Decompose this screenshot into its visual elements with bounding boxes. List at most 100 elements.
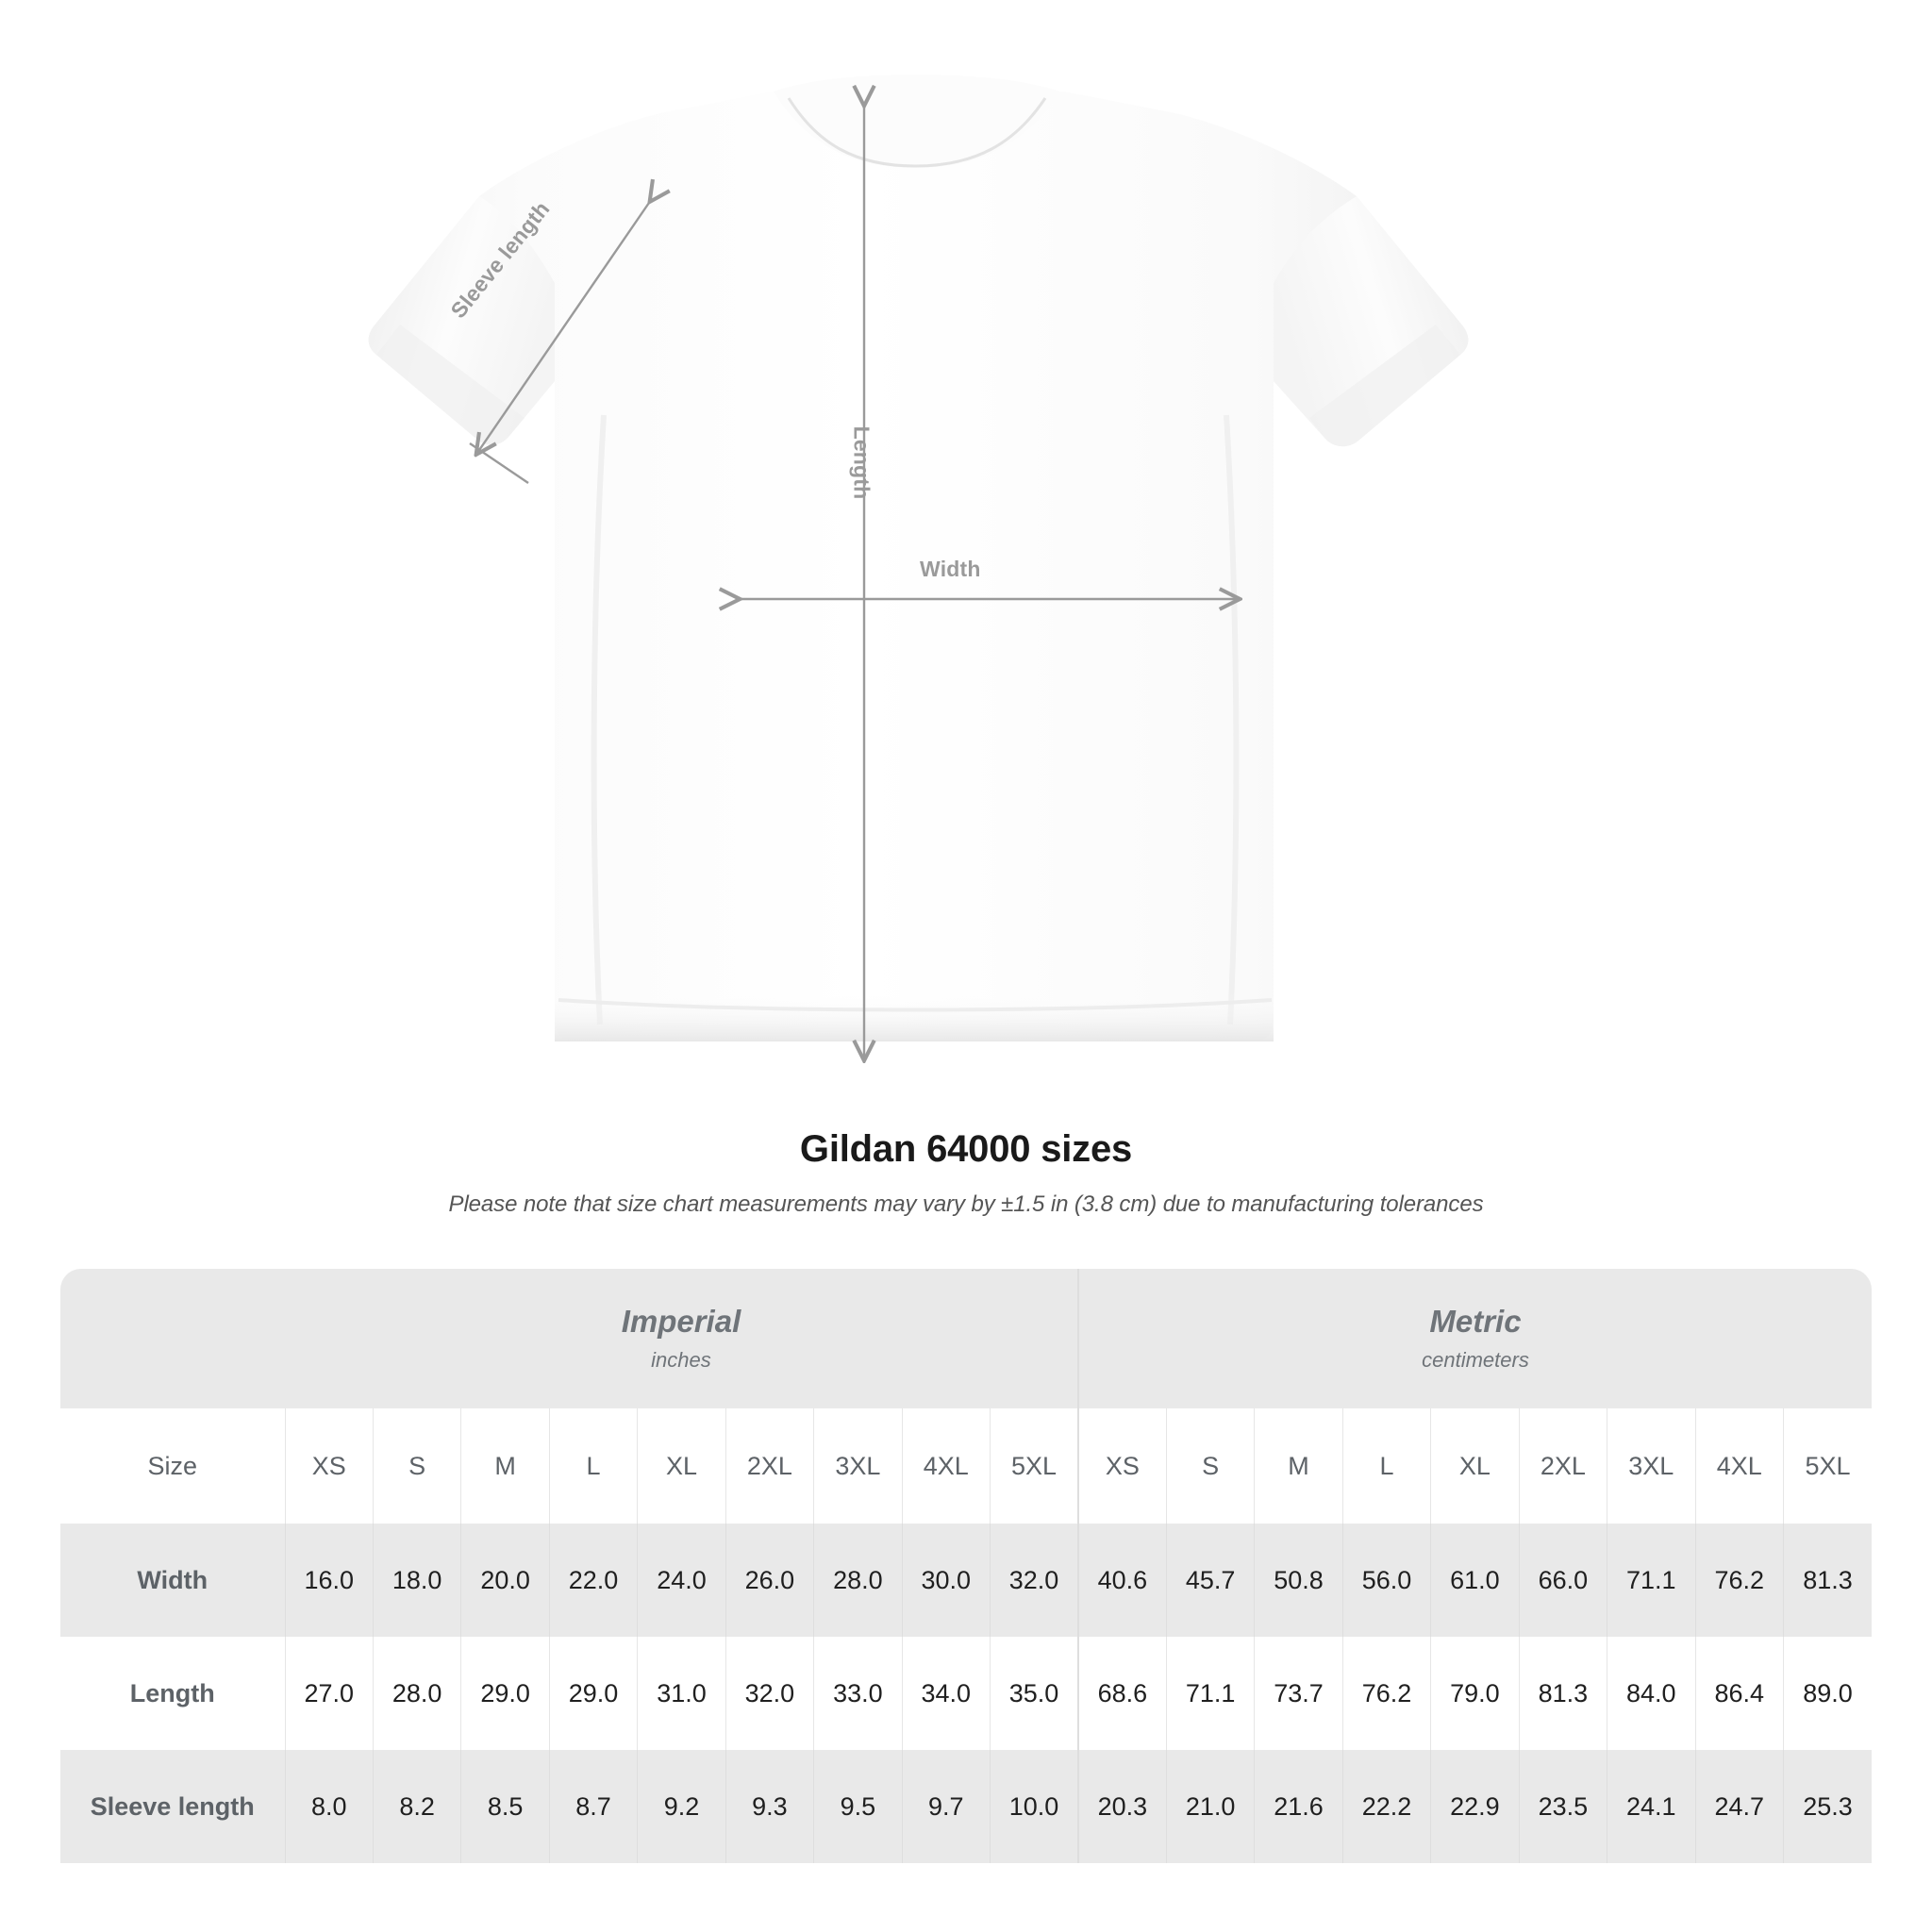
- length-label: Length: [849, 425, 874, 500]
- size-header-metric-xl: XL: [1430, 1408, 1520, 1524]
- table-row: Length 27.0 28.0 29.0 29.0 31.0 32.0 33.0 34.0 35…: [60, 1637, 1872, 1750]
- size-header-imperial-xs: XS: [284, 1408, 374, 1524]
- cell-width-metric-xs: 40.6: [1076, 1524, 1167, 1637]
- size-header-metric-4xl: 4XL: [1694, 1408, 1784, 1524]
- cell-width-metric-m: 50.8: [1254, 1524, 1343, 1637]
- cell-sleeve-length-imperial-m: 8.5: [460, 1750, 550, 1863]
- cell-length-imperial-m: 29.0: [460, 1637, 550, 1750]
- cell-length-imperial-l: 29.0: [548, 1637, 638, 1750]
- cell-width-metric-s: 45.7: [1165, 1524, 1255, 1637]
- size-header-imperial-m: M: [460, 1408, 550, 1524]
- collar-inner-line: [787, 97, 1047, 168]
- table-row: Sleeve length 8.0 8.2 8.5 8.7 9.2 9.3 9.5 9.7 10.…: [60, 1750, 1872, 1863]
- size-header-label: Size: [60, 1408, 285, 1524]
- right-sleeve-hem: [1309, 325, 1460, 447]
- cell-sleeve-length-imperial-2xl: 9.3: [724, 1750, 814, 1863]
- tolerance-note: Please note that size chart measurements…: [448, 1191, 1484, 1217]
- cell-length-imperial-3xl: 33.0: [813, 1637, 903, 1750]
- size-header-imperial-xl: XL: [637, 1408, 726, 1524]
- size-table: Imperial inches Metric centimeters Size XS S M L…: [60, 1269, 1872, 1863]
- size-header-imperial-4xl: 4XL: [901, 1408, 991, 1524]
- row-label-sleeve-length: Sleeve length: [60, 1750, 285, 1863]
- cell-sleeve-length-metric-3xl: 24.1: [1607, 1750, 1695, 1863]
- cell-width-imperial-2xl: 26.0: [724, 1524, 814, 1637]
- size-header-metric-3xl: 3XL: [1607, 1408, 1695, 1524]
- cell-length-imperial-xs: 27.0: [284, 1637, 374, 1750]
- page-title: Gildan 64000 sizes: [799, 1128, 1133, 1170]
- size-header-row: Size XS S M L XL 2XL 3XL 4XL 5XL XS S M L XL 2XL 3XL 4XL 5…: [60, 1408, 1872, 1524]
- cell-width-metric-5xl: 81.3: [1782, 1524, 1872, 1637]
- cell-length-metric-xl: 79.0: [1430, 1637, 1520, 1750]
- cell-length-metric-s: 71.1: [1165, 1637, 1255, 1750]
- row-label-width: Width: [60, 1524, 285, 1637]
- cell-width-imperial-3xl: 28.0: [813, 1524, 903, 1637]
- cell-length-metric-2xl: 81.3: [1518, 1637, 1607, 1750]
- cell-width-metric-xl: 61.0: [1430, 1524, 1520, 1637]
- collar: [774, 75, 1060, 168]
- size-header-metric-5xl: 5XL: [1782, 1408, 1872, 1524]
- sleeve-measure-line: [477, 200, 651, 453]
- cell-width-imperial-l: 22.0: [548, 1524, 638, 1637]
- size-header-imperial-2xl: 2XL: [724, 1408, 814, 1524]
- cell-width-metric-2xl: 66.0: [1518, 1524, 1607, 1637]
- title-block: Gildan 64000 sizes Please note that size…: [0, 1128, 1932, 1218]
- cell-length-imperial-4xl: 34.0: [901, 1637, 991, 1750]
- size-header-imperial-5xl: 5XL: [989, 1408, 1078, 1524]
- cell-sleeve-length-imperial-xs: 8.0: [284, 1750, 374, 1863]
- cell-width-metric-l: 56.0: [1341, 1524, 1431, 1637]
- cell-length-metric-4xl: 86.4: [1694, 1637, 1784, 1750]
- unit-name-imperial: Imperial: [621, 1303, 741, 1339]
- cell-sleeve-length-imperial-xl: 9.2: [637, 1750, 726, 1863]
- cell-sleeve-length-metric-xl: 22.9: [1430, 1750, 1520, 1863]
- cell-length-imperial-s: 28.0: [372, 1637, 461, 1750]
- size-header-imperial-3xl: 3XL: [813, 1408, 903, 1524]
- hem-stitch: [558, 998, 1273, 1012]
- unit-header-row: Imperial inches Metric centimeters: [60, 1269, 1872, 1408]
- cell-sleeve-length-metric-4xl: 24.7: [1694, 1750, 1784, 1863]
- cell-width-imperial-xl: 24.0: [637, 1524, 726, 1637]
- unit-name-metric: Metric: [1429, 1303, 1522, 1339]
- cell-sleeve-length-metric-l: 22.2: [1341, 1750, 1431, 1863]
- row-label-length: Length: [60, 1637, 285, 1750]
- cell-width-imperial-s: 18.0: [372, 1524, 461, 1637]
- cell-sleeve-length-imperial-4xl: 9.7: [901, 1750, 991, 1863]
- cell-sleeve-length-imperial-s: 8.2: [372, 1750, 461, 1863]
- cell-sleeve-length-metric-xs: 20.3: [1076, 1750, 1167, 1863]
- cell-length-metric-xs: 68.6: [1076, 1637, 1167, 1750]
- left-fold: [591, 414, 607, 1025]
- cell-length-imperial-xl: 31.0: [637, 1637, 726, 1750]
- cell-width-imperial-m: 20.0: [460, 1524, 550, 1637]
- width-label: Width: [920, 557, 981, 581]
- tshirt-diagram: Sleeve length Length Width: [368, 75, 1469, 1113]
- unit-sub-metric: centimeters: [1422, 1348, 1529, 1373]
- unit-header-imperial: Imperial inches: [285, 1269, 1078, 1408]
- size-header-metric-xs: XS: [1076, 1408, 1167, 1524]
- cell-length-imperial-2xl: 32.0: [724, 1637, 814, 1750]
- cell-sleeve-length-metric-m: 21.6: [1254, 1750, 1343, 1863]
- size-table-container: Imperial inches Metric centimeters Size XS S M L…: [60, 1269, 1872, 1863]
- cell-sleeve-length-metric-2xl: 23.5: [1518, 1750, 1607, 1863]
- size-header-imperial-s: S: [372, 1408, 461, 1524]
- cell-sleeve-length-metric-5xl: 25.3: [1782, 1750, 1872, 1863]
- unit-sub-imperial: inches: [651, 1348, 711, 1373]
- size-header-metric-s: S: [1165, 1408, 1255, 1524]
- tshirt-illustration: [368, 75, 1469, 1113]
- unit-row-spacer: [60, 1269, 285, 1408]
- bottom-hem: [555, 992, 1274, 1041]
- sleeve-measure-tick: [469, 442, 529, 484]
- cell-sleeve-length-imperial-5xl: 10.0: [989, 1750, 1078, 1863]
- cell-width-metric-3xl: 71.1: [1607, 1524, 1695, 1637]
- size-header-imperial-l: L: [548, 1408, 638, 1524]
- cell-sleeve-length-metric-s: 21.0: [1165, 1750, 1255, 1863]
- cell-length-imperial-5xl: 35.0: [989, 1637, 1078, 1750]
- cell-width-imperial-4xl: 30.0: [901, 1524, 991, 1637]
- size-header-metric-2xl: 2XL: [1518, 1408, 1607, 1524]
- right-fold: [1224, 414, 1240, 1025]
- cell-sleeve-length-imperial-3xl: 9.5: [813, 1750, 903, 1863]
- cell-width-metric-4xl: 76.2: [1694, 1524, 1784, 1637]
- cell-length-metric-5xl: 89.0: [1782, 1637, 1872, 1750]
- size-header-metric-l: L: [1341, 1408, 1431, 1524]
- cell-length-metric-m: 73.7: [1254, 1637, 1343, 1750]
- cell-width-imperial-5xl: 32.0: [989, 1524, 1078, 1637]
